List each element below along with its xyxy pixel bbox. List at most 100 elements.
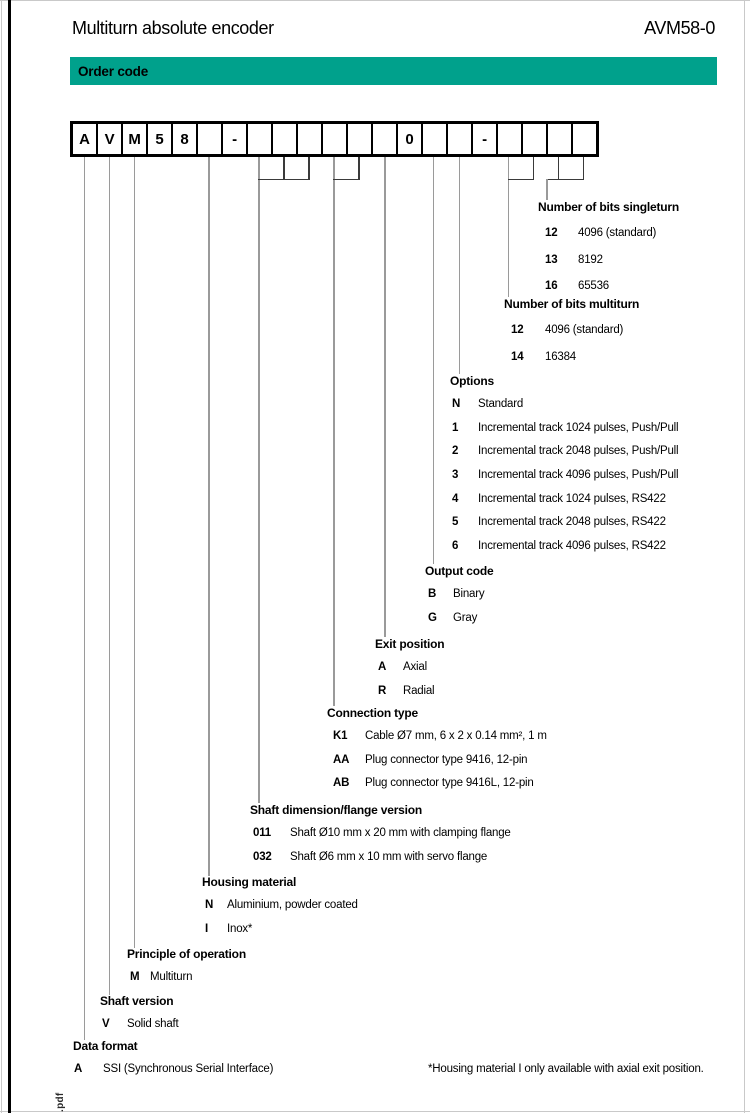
option-code: N (205, 899, 214, 911)
group-number-of-bits-singleturn: Number of bits singleturn 12 4096 (standa… (538, 200, 679, 307)
option-desc: Solid shaft (127, 1018, 179, 1030)
option-row: N Standard (450, 398, 678, 422)
option-code: V (102, 1018, 110, 1030)
option-row: 032 Shaft Ø6 mm x 10 mm with servo flange (250, 851, 511, 875)
option-row: 12 4096 (standard) (504, 324, 639, 351)
order-code-section-bar: Order code (70, 57, 717, 85)
connector-exit-position (384, 157, 386, 637)
option-desc: Incremental track 2048 pulses, Push/Pull (478, 445, 679, 458)
option-desc: Standard (478, 398, 524, 410)
option-desc: 65536 (578, 280, 609, 292)
option-code: 011 (253, 827, 271, 839)
option-row: 1 Incremental track 1024 pulses, Push/Pul… (450, 421, 679, 446)
option-code: 1 (452, 421, 459, 434)
option-code: 5 (452, 516, 459, 529)
option-desc: Multiturn (150, 971, 193, 983)
option-code: AA (333, 753, 350, 766)
bracket-stub-bits-multiturn-2 (532, 157, 534, 180)
group-title: Shaft dimension/flange version (250, 803, 423, 817)
option-desc: Plug connector type 9416L, 12-pin (365, 777, 534, 790)
bracket-stub-bits-singleturn-2 (582, 157, 584, 180)
code-cell-14: 0 (398, 124, 423, 154)
bracket-bar-bits-multiturn (507, 178, 534, 180)
code-cell-13 (373, 124, 398, 154)
page-border-left (1, 0, 2, 1113)
option-desc: Shaft Ø6 mm x 10 mm with servo flange (290, 850, 488, 863)
connector-shaft-version (108, 157, 110, 995)
group-title: Output code (425, 564, 494, 578)
option-desc: Incremental track 1024 pulses, Push/Pull (478, 421, 679, 434)
page-border-right (744, 0, 745, 1113)
group-data-format: Data format A SSI (Synchronous Serial Int… (73, 1039, 273, 1087)
option-code: R (378, 684, 387, 697)
option-desc: 4096 (standard) (545, 324, 624, 336)
group-shaft-dimension-flange-version: Shaft dimension/flange version 011 Shaft … (250, 803, 511, 874)
option-code: AB (333, 777, 350, 790)
option-row: AB Plug connector type 9416L, 12-pin (327, 777, 547, 801)
option-code: 4 (452, 492, 459, 505)
option-row: R Radial (375, 685, 444, 709)
bracket-bar-connection-type (333, 178, 360, 180)
option-code: M (130, 971, 140, 983)
code-cell-15 (423, 124, 448, 154)
option-desc: Radial (403, 684, 435, 697)
group-principle-of-operation: Principle of operation M Multiturn (127, 947, 246, 995)
code-cell-4: 5 (148, 124, 173, 154)
code-cell-8 (248, 124, 273, 154)
bracket-stub-bits-singleturn-1 (557, 157, 559, 180)
option-desc: SSI (Synchronous Serial Interface) (103, 1063, 274, 1075)
bracket-stub-connection-type-2 (358, 157, 360, 180)
option-code: B (428, 588, 437, 600)
footnote: *Housing material I only available with … (428, 1063, 704, 1075)
option-desc: Cable Ø7 mm, 6 x 2 x 0.14 mm², 1 m (365, 730, 547, 742)
option-row: I Inox* (202, 923, 358, 947)
code-cell-11 (323, 124, 348, 154)
option-row: AA Plug connector type 9416, 12-pin (327, 754, 547, 778)
option-row: B Binary (425, 588, 493, 612)
option-row: V Solid shaft (100, 1018, 179, 1042)
option-code: 16 (545, 280, 558, 292)
code-cell-18 (498, 124, 523, 154)
option-code: I (205, 922, 208, 935)
option-code: A (378, 661, 387, 673)
connector-housing-material (208, 157, 210, 876)
group-title: Connection type (327, 706, 419, 720)
bracket-stub-shaft-dimension-2 (283, 157, 285, 180)
group-housing-material: Housing material N Aluminium, powder coat… (202, 875, 358, 946)
option-code: K1 (333, 730, 348, 742)
option-row: 3 Incremental track 4096 pulses, Push/Pul… (450, 469, 679, 493)
connector-bits-singleturn (546, 178, 548, 200)
code-cell-3: M (123, 124, 148, 154)
group-title: Number of bits singleturn (538, 200, 680, 214)
group-title: Shaft version (100, 994, 174, 1008)
group-title: Data format (73, 1039, 138, 1053)
code-cell-6 (198, 124, 223, 154)
option-code: 6 (452, 540, 459, 553)
group-options: Options N Standard 1 Incremental track 102… (450, 374, 679, 564)
code-cell-19 (523, 124, 548, 154)
option-row: 16 65536 (538, 280, 679, 307)
option-row: A SSI (Synchronous Serial Interface) (73, 1063, 273, 1087)
option-row: 5 Incremental track 2048 pulses, RS422 (450, 516, 678, 540)
connector-principle-of-operation (133, 157, 135, 948)
option-code: N (452, 398, 461, 410)
group-title: Housing material (202, 875, 297, 889)
option-row: G Gray (425, 612, 493, 636)
option-row: 14 16384 (504, 351, 639, 378)
group-shaft-version: Shaft version V Solid shaft (100, 994, 179, 1042)
group-title: Principle of operation (127, 947, 246, 961)
option-desc: Plug connector type 9416, 12-pin (365, 753, 528, 766)
option-desc: Incremental track 4096 pulses, RS422 (478, 540, 666, 553)
code-cell-5: 8 (173, 124, 198, 154)
bracket-bar-bits-singleturn (546, 178, 584, 180)
connector-connection-type (333, 157, 335, 706)
group-exit-position: Exit position A Axial R Radial (375, 637, 445, 709)
option-row: 011 Shaft Ø10 mm x 20 mm with clamping fl… (250, 827, 511, 851)
code-cell-20 (548, 124, 573, 154)
option-row: 2 Incremental track 2048 pulses, Push/Pul… (450, 445, 679, 469)
option-code: 3 (452, 469, 459, 482)
option-row: K1 Cable Ø7 mm, 6 x 2 x 0.14 mm², 1 m (327, 730, 547, 754)
connector-shaft-dimension (258, 157, 260, 803)
section-bar-label: Order code (78, 63, 149, 79)
